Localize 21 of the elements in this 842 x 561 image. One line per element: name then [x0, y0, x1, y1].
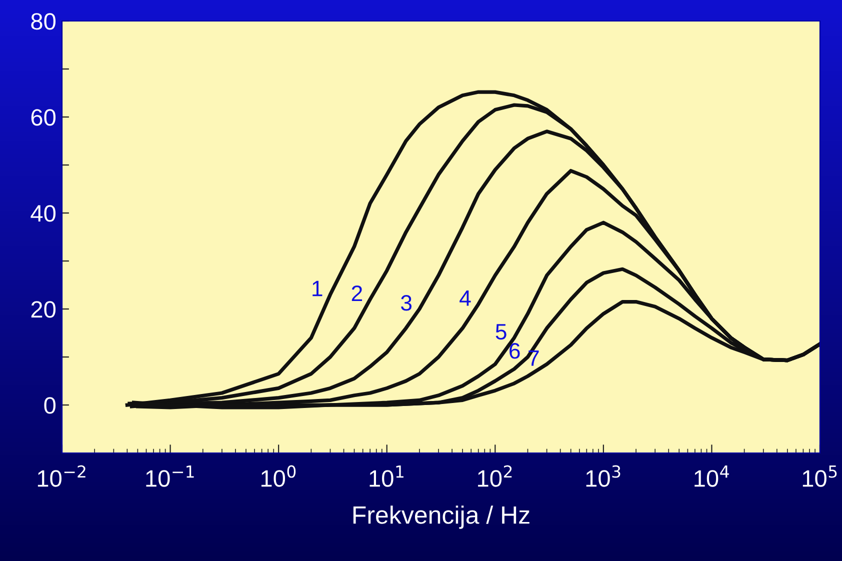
x-tick-label: 10$^{−1}$ — [146, 466, 194, 487]
y-tick-label: 0 — [44, 397, 56, 414]
series-label: 6 — [510, 343, 520, 359]
y-tick-label: 40 — [30, 205, 56, 222]
series-label: 1 — [312, 280, 322, 296]
x-axis-title: Frekvencija / Hz — [353, 506, 530, 529]
x-tick-label: 10$^{5}$ — [802, 466, 837, 487]
y-tick-label: 80 — [31, 13, 56, 30]
x-tick-label: 10$^{4}$ — [694, 466, 729, 487]
y-tick-label: 20 — [31, 301, 56, 318]
x-tick-label: 10$^{−2}$ — [38, 465, 86, 487]
y-tick-label: 60 — [31, 109, 56, 126]
series-label: 7 — [528, 350, 539, 366]
x-tick-label: 10$^{2}$ — [478, 465, 512, 487]
series-label: 2 — [352, 285, 362, 301]
x-tick-label: 10$^{0}$ — [261, 465, 296, 487]
series-label: 3 — [401, 295, 412, 311]
series-label: 5 — [496, 324, 506, 340]
x-tick-label: 10$^{1}$ — [370, 466, 404, 487]
series-label: 4 — [460, 290, 471, 306]
x-tick-label: 10$^{3}$ — [586, 465, 620, 487]
